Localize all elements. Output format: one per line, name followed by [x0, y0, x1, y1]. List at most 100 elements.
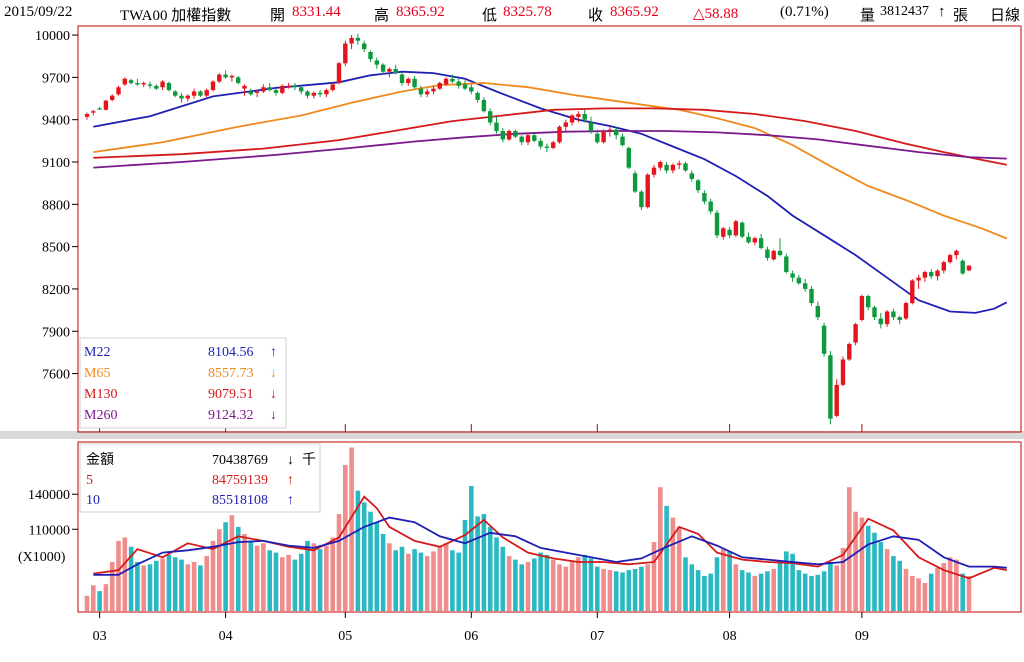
candle [790, 270, 795, 282]
volume-bar [254, 545, 260, 611]
candle-body [223, 74, 228, 78]
candle [702, 190, 707, 205]
month-axis: 03 04 05 06 07 08 09 [93, 424, 869, 644]
high-label: 高 [374, 8, 390, 24]
ma-legend-name: M260 [84, 408, 117, 423]
candle [286, 83, 291, 89]
volume-legend-value: 70438769 [212, 453, 268, 468]
volume-bar [960, 573, 965, 611]
candle-body [929, 272, 934, 277]
candle-body [695, 180, 701, 191]
candle-body [941, 262, 946, 271]
volume-bar [361, 502, 367, 611]
candle-body [437, 83, 442, 89]
quote-date: 2015/09/22 [4, 4, 73, 20]
volume-bar [670, 517, 676, 611]
candle [311, 91, 316, 99]
candle [771, 249, 776, 261]
candle-body [311, 92, 316, 96]
candle-body [727, 229, 732, 236]
candle [538, 138, 543, 150]
candle-body [494, 122, 499, 131]
volume-bar [317, 549, 323, 611]
volume-bar [235, 526, 241, 611]
candle [97, 106, 102, 110]
volume-legend-value: 85518108 [212, 493, 268, 508]
candle-body [790, 273, 795, 278]
candle-body [185, 95, 190, 99]
volume-bar [418, 552, 424, 611]
volume-bar [916, 578, 921, 611]
month-label: 06 [464, 629, 478, 644]
candle-body [815, 305, 820, 318]
volume-arrow: ↑ [938, 4, 946, 20]
candle [903, 301, 909, 320]
ma-legend-arrow: ↓ [270, 366, 277, 381]
volume-bar [267, 550, 272, 611]
candle-body [110, 95, 115, 100]
candle [380, 63, 386, 75]
ma-legend-value: 8557.73 [208, 366, 254, 381]
candle [853, 322, 858, 346]
candle [122, 77, 127, 86]
candle-body [576, 114, 581, 117]
volume-bar [116, 540, 121, 611]
candle [847, 342, 852, 361]
candle-body [569, 115, 575, 123]
candle-body [506, 130, 512, 140]
candle-body [97, 108, 102, 110]
ma-legend-name: M130 [84, 387, 117, 402]
volume-bar [292, 559, 298, 611]
candle [878, 312, 883, 329]
candle [859, 294, 865, 322]
candle-body [122, 78, 127, 85]
volume-bar [765, 571, 770, 611]
volume-bar [834, 565, 839, 611]
close-label: 收 [588, 8, 604, 24]
volume-bar [456, 552, 461, 611]
candle-body [242, 85, 247, 89]
volume-bar [865, 525, 871, 611]
volume-bar [639, 566, 644, 611]
candle-body [488, 111, 493, 123]
volume-bars [84, 447, 972, 611]
candle-body [450, 78, 455, 82]
candle-body [771, 250, 776, 260]
volume-bar [727, 551, 732, 611]
candle-body [273, 90, 279, 93]
price-tick-label: 7900 [42, 325, 70, 340]
candle-body [595, 133, 600, 143]
volume-bar [179, 559, 184, 611]
volume-legend-name: 金額 [86, 452, 114, 468]
volume-bar [399, 546, 405, 611]
volume-bar [500, 546, 506, 611]
candle [173, 90, 178, 98]
candle-body [443, 78, 449, 85]
volume-legend-unit: 千 [302, 452, 316, 468]
candle-body [173, 91, 178, 96]
volume-legend-name: 10 [86, 493, 100, 508]
candle [910, 279, 915, 305]
month-label: 05 [338, 629, 352, 644]
candle [141, 81, 146, 88]
candle [210, 80, 216, 92]
volume-bar [128, 546, 134, 611]
candle [576, 111, 581, 123]
volume-bar [481, 514, 487, 611]
candle [740, 221, 745, 239]
candle-body [412, 78, 417, 88]
volume-bar [695, 570, 701, 611]
candle-body [910, 280, 915, 304]
candle-body [210, 81, 216, 91]
price-axis: 7600 7900 8200 8500 8800 9100 9400 9700 10000 [35, 29, 78, 383]
volume-bar [223, 522, 228, 611]
candle [292, 83, 298, 91]
candle-body [859, 296, 865, 320]
candle-body [884, 311, 890, 325]
volume-bar [91, 585, 96, 611]
candle [639, 190, 644, 210]
candle [103, 99, 109, 111]
month-label: 09 [855, 629, 869, 644]
candle [91, 109, 96, 116]
candle-body [336, 63, 342, 84]
